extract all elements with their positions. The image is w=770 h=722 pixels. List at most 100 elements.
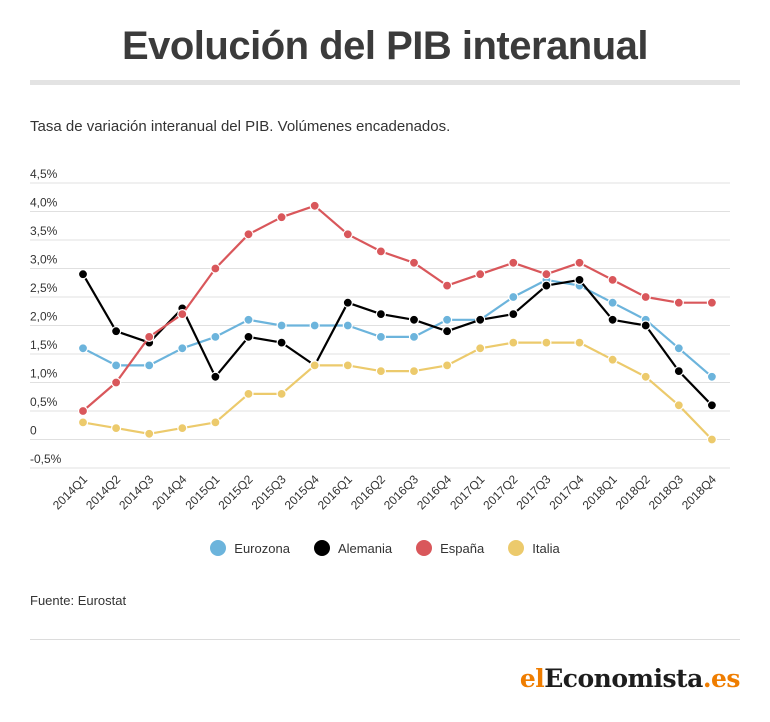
- data-point: [442, 360, 453, 371]
- data-point: [508, 291, 519, 303]
- legend-label: Eurozona: [234, 540, 290, 556]
- data-point: [541, 269, 552, 280]
- data-point: [442, 326, 453, 337]
- data-point: [375, 309, 386, 320]
- data-point: [210, 417, 221, 428]
- data-point: [673, 366, 684, 377]
- data-point: [673, 400, 684, 411]
- y-tick-label: 0,5%: [30, 395, 58, 409]
- y-tick-label: 1,5%: [30, 338, 58, 352]
- data-point: [77, 405, 89, 417]
- y-tick-label: 3,0%: [30, 253, 58, 267]
- logo-main: Economista: [544, 664, 703, 693]
- y-tick-label: 1,0%: [30, 367, 58, 381]
- data-point: [541, 280, 552, 291]
- data-point: [342, 297, 353, 308]
- x-tick-label: 2014Q1: [50, 472, 90, 512]
- series-line: [82, 278, 713, 378]
- legend-swatch: [313, 540, 330, 556]
- legend-item: España: [416, 540, 484, 556]
- data-point: [408, 366, 420, 377]
- x-tick-label: 2017Q2: [480, 472, 520, 512]
- data-point: [110, 423, 122, 434]
- data-point: [442, 314, 453, 325]
- x-tick-label: 2016Q1: [315, 472, 355, 512]
- series-españa: [77, 200, 718, 417]
- series-line: [82, 273, 713, 407]
- x-tick-label: 2015Q3: [249, 472, 289, 512]
- data-point: [475, 314, 486, 325]
- legend-item: Alemania: [313, 540, 393, 556]
- y-tick-label: 2,5%: [30, 281, 58, 295]
- data-point: [375, 246, 386, 257]
- series-line: [82, 204, 712, 412]
- y-tick-label: 3,5%: [30, 224, 58, 238]
- data-point: [706, 400, 718, 411]
- x-tick-label: 2016Q3: [381, 472, 421, 512]
- data-point: [342, 320, 353, 331]
- x-tick-label: 2014Q4: [149, 472, 189, 512]
- title-divider: [30, 80, 740, 85]
- chart-title: Evolución del PIB interanual: [121, 24, 649, 68]
- data-point: [309, 200, 320, 211]
- series-italia: [77, 337, 718, 445]
- data-point: [144, 360, 155, 371]
- x-tick-label: 2015Q2: [216, 472, 256, 512]
- legend-label: España: [440, 540, 485, 556]
- data-point: [210, 263, 221, 274]
- legend-item: Eurozona: [210, 540, 290, 556]
- data-point: [243, 388, 254, 399]
- data-point: [77, 417, 89, 428]
- chart-subtitle: Tasa de variación interanual del PIB. Vo…: [30, 118, 451, 135]
- data-point: [77, 269, 89, 280]
- y-tick-label: 2,0%: [30, 310, 58, 324]
- data-point: [210, 371, 221, 382]
- data-point: [475, 269, 486, 280]
- y-tick-label: 4,0%: [30, 196, 58, 210]
- data-point: [110, 360, 122, 371]
- data-point: [309, 360, 320, 371]
- data-point: [408, 314, 420, 325]
- y-tick-label: -0,5%: [30, 452, 62, 466]
- data-point: [375, 366, 386, 377]
- data-point: [408, 331, 420, 342]
- data-point: [276, 212, 287, 223]
- data-point: [276, 388, 287, 399]
- data-point: [574, 274, 585, 285]
- data-point: [640, 320, 651, 331]
- data-point: [342, 229, 353, 240]
- x-tick-label: 2018Q4: [679, 472, 719, 512]
- logo-suffix: .es: [702, 664, 741, 693]
- line-chart: -0,5% 0 0,5% 1,0% 1,5% 2,0% 2,5% 3,0% 3,5% 4,0% 4,…: [30, 167, 730, 512]
- data-point: [541, 337, 552, 348]
- source-note: Fuente: Eurostat: [30, 593, 127, 608]
- data-point: [177, 343, 188, 354]
- data-point: [243, 331, 254, 342]
- x-tick-label: 2017Q4: [547, 472, 587, 512]
- legend-label: Alemania: [337, 540, 393, 556]
- data-point: [706, 434, 718, 445]
- data-point: [673, 343, 684, 354]
- x-tick-label: 2017Q1: [447, 472, 487, 512]
- logo-el: el: [519, 664, 545, 693]
- data-point: [177, 309, 188, 320]
- x-tick-label: 2016Q2: [348, 472, 388, 512]
- legend-label: Italia: [532, 540, 560, 556]
- data-point: [276, 320, 287, 331]
- data-point: [177, 423, 188, 434]
- data-point: [508, 309, 519, 320]
- x-tick-label: 2017Q3: [513, 472, 553, 512]
- footer-divider: [30, 639, 740, 640]
- y-tick-label: 4,5%: [30, 167, 58, 181]
- data-point: [574, 337, 585, 348]
- data-point: [309, 320, 320, 331]
- legend-swatch: [416, 540, 433, 556]
- legend-swatch: [508, 540, 525, 556]
- x-tick-label: 2018Q2: [613, 472, 653, 512]
- data-point: [342, 360, 353, 371]
- data-point: [442, 280, 453, 291]
- data-point: [607, 274, 618, 285]
- data-point: [210, 331, 221, 342]
- data-point: [144, 331, 155, 342]
- data-point: [110, 326, 122, 337]
